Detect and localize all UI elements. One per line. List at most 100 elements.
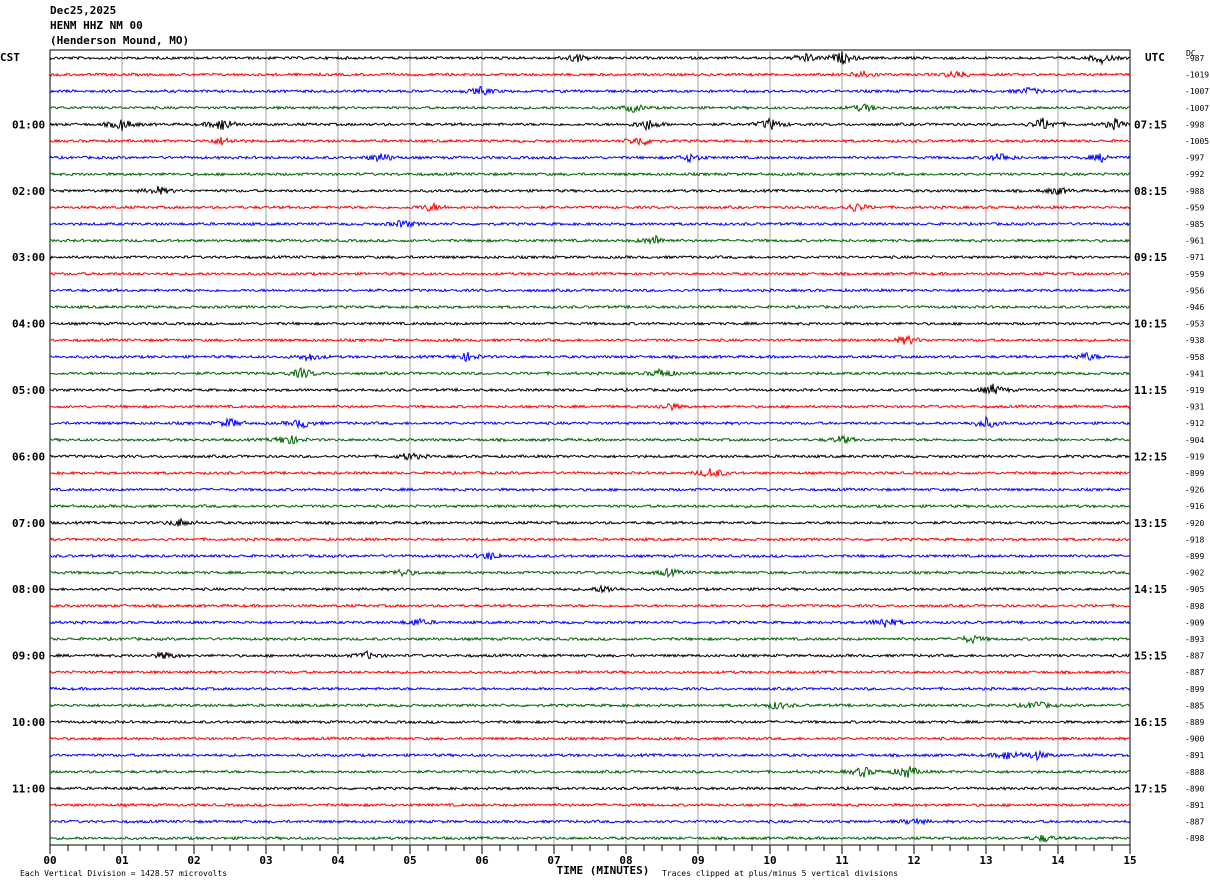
seismic-trace — [49, 765, 1131, 778]
right-hour-label: 15:15 — [1134, 650, 1167, 663]
clip-note: Traces clipped at plus/minus 5 vertical … — [662, 869, 898, 878]
x-tick-label: 08 — [619, 854, 632, 867]
dc-offset-label: -889 — [1185, 718, 1204, 727]
dc-offset-label: -971 — [1185, 253, 1204, 262]
seismic-trace — [49, 603, 1131, 609]
dc-offset-label: -887 — [1185, 652, 1204, 661]
left-hour-label: 09:00 — [12, 650, 45, 663]
recording-date: Dec25,2025 — [50, 4, 117, 17]
seismic-trace — [49, 70, 1131, 79]
seismic-trace — [50, 434, 1131, 445]
station-code: HENM HHZ NM 00 — [50, 19, 143, 32]
right-hour-label: 14:15 — [1134, 583, 1167, 596]
dc-offset-label: -946 — [1185, 303, 1204, 312]
dc-offset-label: -904 — [1185, 436, 1204, 445]
x-tick-label: 02 — [187, 854, 200, 867]
seismic-trace — [49, 550, 1131, 561]
x-tick-label: 00 — [43, 854, 56, 867]
dc-offset-label: -887 — [1185, 818, 1204, 827]
left-hour-label: 03:00 — [12, 251, 45, 264]
left-hour-label: 01:00 — [12, 118, 45, 131]
dc-offset-label: -885 — [1185, 701, 1204, 710]
dc-offset-label: -998 — [1185, 120, 1204, 129]
right-hour-label: 10:15 — [1134, 318, 1167, 331]
seismic-trace — [49, 320, 1131, 327]
seismic-trace — [49, 536, 1130, 543]
seismic-trace — [50, 634, 1131, 645]
dc-offset-label: -890 — [1185, 784, 1204, 793]
dc-offset-label: -941 — [1185, 369, 1204, 378]
seismic-trace — [49, 185, 1131, 196]
seismic-trace — [49, 201, 1131, 212]
dc-header-label: DC — [1186, 49, 1196, 58]
seismic-trace — [49, 234, 1131, 246]
seismic-trace — [49, 103, 1131, 113]
scale-note: Each Vertical Division = 1428.57 microvo… — [20, 869, 227, 878]
x-tick-label: 03 — [259, 854, 272, 867]
right-hour-label: 12:15 — [1134, 450, 1167, 463]
x-tick-label: 09 — [691, 854, 704, 867]
x-tick-label: 04 — [331, 854, 345, 867]
dc-offset-label: -1005 — [1185, 137, 1209, 146]
right-hour-label: 08:15 — [1134, 185, 1167, 198]
seismic-trace — [49, 617, 1131, 628]
dc-offset-label: -958 — [1185, 353, 1204, 362]
seismic-trace — [49, 86, 1131, 96]
seismic-trace — [49, 219, 1131, 229]
x-tick-label: 05 — [403, 854, 416, 867]
seismic-trace — [49, 834, 1131, 843]
right-hour-label: 13:15 — [1134, 517, 1167, 530]
dc-offset-label: -959 — [1185, 203, 1204, 212]
x-tick-label: 06 — [475, 854, 489, 867]
seismic-trace — [49, 486, 1131, 493]
dc-offset-label: -997 — [1185, 154, 1204, 163]
x-tick-label: 14 — [1051, 854, 1065, 867]
seismic-trace — [49, 152, 1131, 164]
dc-offset-label: -891 — [1185, 751, 1204, 760]
dc-offset-label: -909 — [1185, 618, 1204, 627]
seismic-trace — [50, 334, 1131, 346]
dc-offset-label: -953 — [1185, 320, 1204, 329]
seismic-trace — [50, 351, 1131, 363]
x-tick-label: 13 — [979, 854, 992, 867]
right-hour-label: 09:15 — [1134, 251, 1167, 264]
seismic-trace — [49, 271, 1131, 277]
plot-frame — [49, 49, 1131, 846]
left-hour-label: 02:00 — [12, 185, 45, 198]
dc-offset-label: -891 — [1185, 801, 1204, 810]
left-hour-label: 11:00 — [12, 782, 45, 795]
seismic-trace — [49, 254, 1131, 260]
seismic-trace — [49, 451, 1131, 461]
dc-offset-label: -961 — [1185, 237, 1204, 246]
seismic-trace — [49, 287, 1131, 294]
seismic-trace — [49, 802, 1131, 808]
x-tick-label: 12 — [907, 854, 920, 867]
seismic-trace — [49, 567, 1131, 579]
left-hour-label: 08:00 — [12, 583, 45, 596]
dc-offset-label: -938 — [1185, 336, 1204, 345]
x-tick-label: 10 — [763, 854, 776, 867]
dc-offset-label: -898 — [1185, 834, 1204, 843]
dc-offset-label: -898 — [1185, 602, 1204, 611]
seismic-trace — [49, 50, 1131, 66]
dc-offset-label: -1019 — [1185, 71, 1209, 80]
dc-offset-label: -992 — [1185, 170, 1204, 179]
left-timezone-label: CST — [0, 51, 20, 64]
dc-offset-label: -893 — [1185, 635, 1204, 644]
dc-offset-label: -956 — [1185, 286, 1204, 295]
dc-offset-label: -919 — [1185, 386, 1204, 395]
seismic-trace — [49, 649, 1131, 660]
dc-offset-label: -988 — [1185, 187, 1204, 196]
left-hour-label: 04:00 — [12, 318, 45, 331]
seismic-trace — [49, 685, 1131, 692]
seismic-trace — [49, 669, 1131, 675]
dc-offset-label: -899 — [1185, 552, 1204, 561]
dc-offset-label: -905 — [1185, 585, 1204, 594]
dc-offset-label: -1007 — [1185, 104, 1209, 113]
dc-offset-label: -888 — [1185, 768, 1204, 777]
dc-offset-label: -918 — [1185, 535, 1204, 544]
seismic-trace — [49, 402, 1131, 412]
left-hour-label: 07:00 — [12, 517, 45, 530]
seismic-trace — [49, 785, 1131, 792]
